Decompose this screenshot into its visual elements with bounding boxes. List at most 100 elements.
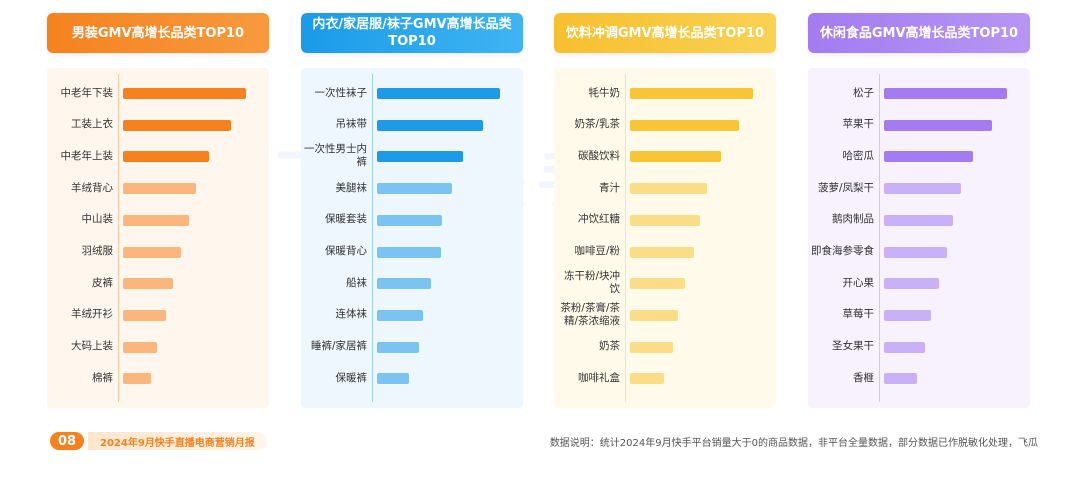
bar-row: 羊绒背心 <box>47 172 269 204</box>
chart-axis-line <box>879 74 880 402</box>
bar-row: 保暖裤 <box>301 362 523 394</box>
category-label: 工装上衣 <box>71 118 113 131</box>
bar <box>884 373 918 385</box>
bar-row: 开心果 <box>808 267 1030 299</box>
bar <box>630 309 678 321</box>
bar-row: 吊袜带 <box>301 109 523 141</box>
category-label: 睡裤/家居裤 <box>310 340 367 353</box>
category-label: 吊袜带 <box>335 118 368 131</box>
bar <box>630 246 694 258</box>
bar <box>377 373 409 385</box>
category-label: 奶茶 <box>599 340 620 353</box>
bar-row: 棉裤 <box>47 362 269 394</box>
category-label: 保暖套装 <box>325 213 367 226</box>
bar-row: 青汁 <box>554 172 776 204</box>
bar <box>377 183 453 195</box>
bar <box>630 214 701 226</box>
bar-row: 奶茶 <box>554 331 776 363</box>
bar <box>377 246 441 258</box>
bar-row: 茶粉/茶膏/茶精/茶浓缩液 <box>554 299 776 331</box>
chart-panel-2: 内衣/家居服/袜子GMV高增长品类TOP10 一次性袜子 吊袜带 一次性男士内裤 美腿袜… <box>301 0 523 420</box>
category-label: 青汁 <box>599 181 620 194</box>
chart-panel-3: 饮料冲调GMV高增长品类TOP10 牦牛奶 奶茶/乳茶 碳酸饮料 青汁 冲饮红糖 咖啡豆/粉… <box>554 0 776 420</box>
bar <box>377 214 443 226</box>
category-label: 羊绒开衫 <box>71 308 113 321</box>
bar-row: 工装上衣 <box>47 109 269 141</box>
bar-row: 哈密瓜 <box>808 140 1030 172</box>
chart-title: 休闲食品GMV高增长品类TOP10 <box>808 13 1030 53</box>
bar <box>377 309 423 321</box>
bar-row: 保暖套装 <box>301 204 523 236</box>
category-label: 中老年上装 <box>60 149 114 162</box>
category-label: 圣女果干 <box>832 340 874 353</box>
bar <box>884 88 1007 99</box>
bar-row: 冻干粉/块冲饮 <box>554 267 776 299</box>
bar <box>123 341 158 353</box>
category-label: 一次性袜子 <box>314 86 368 99</box>
category-label: 冻干粉/块冲饮 <box>563 270 620 296</box>
bar <box>630 373 665 385</box>
category-label: 苹果干 <box>842 118 875 131</box>
bar <box>123 183 196 195</box>
bar-row: 连体袜 <box>301 299 523 331</box>
category-label: 奶茶/乳茶 <box>574 118 620 131</box>
bar <box>884 309 931 321</box>
bar-row: 睡裤/家居裤 <box>301 331 523 363</box>
chart-axis-line <box>118 74 119 402</box>
category-label: 中山装 <box>81 213 114 226</box>
bar <box>630 278 686 290</box>
bar <box>123 309 167 321</box>
bar <box>123 214 190 226</box>
bar-row: 中老年下装 <box>47 77 269 109</box>
category-label: 船袜 <box>346 276 367 289</box>
category-label: 皮裤 <box>92 276 113 289</box>
bar <box>377 88 500 99</box>
bar-row: 咖啡礼盒 <box>554 362 776 394</box>
data-note: 数据说明：统计2024年9月快手平台销量大于0的商品数据，非平台全量数据，部分数… <box>549 438 1038 449</box>
bar-row: 羽绒服 <box>47 236 269 268</box>
bar <box>884 119 993 131</box>
bar-row: 中山装 <box>47 204 269 236</box>
bar-row: 即食海参零食 <box>808 236 1030 268</box>
bar <box>630 341 674 353</box>
category-label: 香榧 <box>853 371 874 384</box>
category-label: 鹅肉制品 <box>832 213 874 226</box>
bar-row: 奶茶/乳茶 <box>554 109 776 141</box>
bar <box>884 278 940 290</box>
bar <box>123 278 174 290</box>
category-label: 羊绒背心 <box>71 181 113 194</box>
category-label: 中老年下装 <box>60 86 114 99</box>
bar-row: 松子 <box>808 77 1030 109</box>
chart-panel-4: 休闲食品GMV高增长品类TOP10 松子 苹果干 哈密瓜 菠萝/凤梨干 鹅肉制品 即食海参零… <box>808 0 1030 420</box>
bar <box>377 278 432 290</box>
bar-row: 咖啡豆/粉 <box>554 236 776 268</box>
bar-row: 碳酸饮料 <box>554 140 776 172</box>
bar <box>630 151 722 163</box>
bar <box>884 214 953 226</box>
bar <box>377 119 483 131</box>
category-label: 连体袜 <box>335 308 368 321</box>
chart-title: 饮料冲调GMV高增长品类TOP10 <box>554 13 776 53</box>
category-label: 牦牛奶 <box>588 86 621 99</box>
bar-row: 保暖背心 <box>301 236 523 268</box>
bar <box>884 341 925 353</box>
bar <box>123 88 246 99</box>
bar-row: 船袜 <box>301 267 523 299</box>
chart-title: 男装GMV高增长品类TOP10 <box>47 13 269 53</box>
chart-title-text: 内衣/家居服/袜子GMV高增长品类TOP10 <box>312 17 512 49</box>
bar-row: 美腿袜 <box>301 172 523 204</box>
page-number-badge: 08 <box>50 432 84 450</box>
chart-title-text: 饮料冲调GMV高增长品类TOP10 <box>565 25 765 41</box>
category-label: 哈密瓜 <box>842 149 875 162</box>
chart-panel-1: 男装GMV高增长品类TOP10 中老年下装工装上衣中老年上装羊绒背心中山装羽绒服皮… <box>47 0 269 420</box>
report-title: 2024年9月快手直播电商营销月报 <box>88 432 267 450</box>
category-label: 咖啡礼盒 <box>578 371 620 384</box>
bar <box>884 151 973 163</box>
category-label: 羽绒服 <box>81 245 114 257</box>
bar <box>630 119 740 131</box>
bar <box>123 246 181 258</box>
chart-title: 内衣/家居服/袜子GMV高增长品类TOP10 <box>301 13 523 53</box>
category-label: 茶粉/茶膏/茶精/茶浓缩液 <box>560 301 620 327</box>
bar-row: 羊绒开衫 <box>47 299 269 331</box>
chart-axis-line <box>625 74 626 402</box>
